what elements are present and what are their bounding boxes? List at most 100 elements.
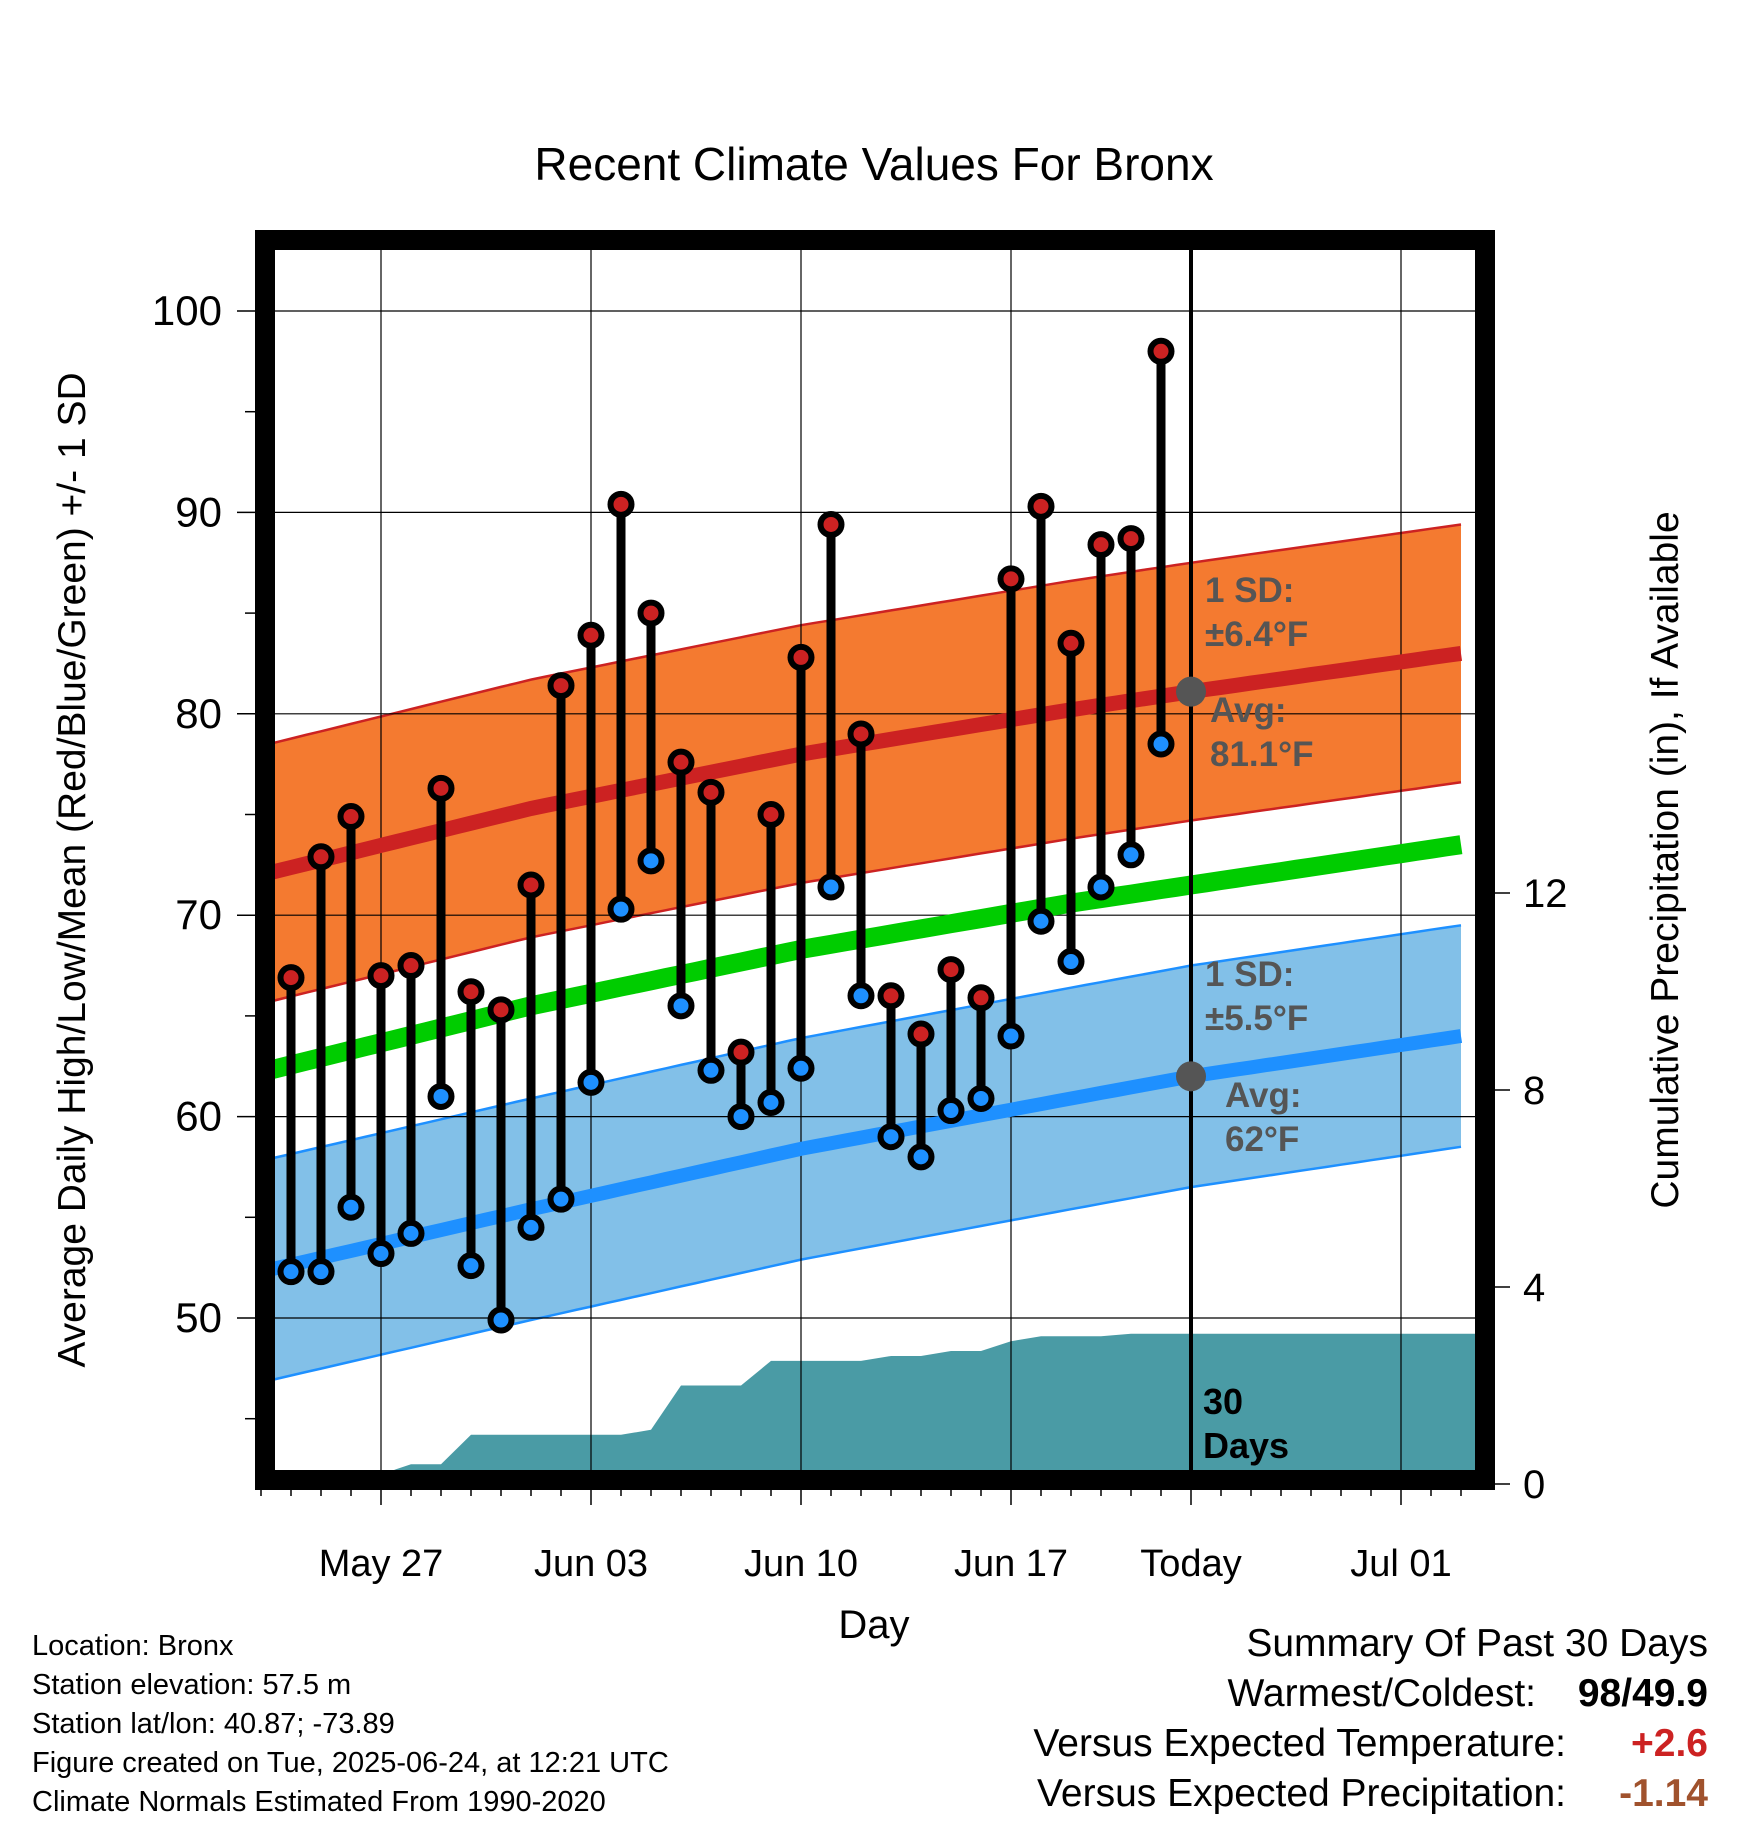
- daily-low-point: [307, 1258, 335, 1286]
- annotations: 1 SD: ±6.4°F Avg: 81.1°F 1 SD: ±5.5°F Avg: 62°F…: [1176, 571, 1314, 1466]
- y-tick-label: 70: [175, 891, 222, 938]
- daily-high-point: [1087, 531, 1115, 559]
- daily-low-point: [697, 1056, 725, 1084]
- info-location: Location: Bronx: [32, 1630, 234, 1662]
- daily-high-point: [967, 984, 995, 1012]
- daily-observations: [277, 337, 1175, 1334]
- plot-frame: [255, 230, 1495, 1490]
- y2-tick-label: 12: [1523, 872, 1568, 916]
- daily-low-point: [337, 1193, 365, 1221]
- daily-high-point: [397, 952, 425, 980]
- daily-low-point: [1117, 841, 1145, 869]
- today-high-avg-marker: [1176, 676, 1206, 707]
- daily-low-point: [907, 1143, 935, 1171]
- daily-low-point: [637, 847, 665, 875]
- daily-high-point: [757, 801, 785, 828]
- precipitation-area: [246, 1333, 1476, 1475]
- low-avg-label: Avg:: [1225, 1076, 1301, 1115]
- low-sd-label: 1 SD:: [1205, 955, 1294, 994]
- daily-high-point: [697, 778, 725, 806]
- x-tick-label: Jun 03: [534, 1543, 648, 1585]
- info-normals: Climate Normals Estimated From 1990-2020: [32, 1786, 606, 1818]
- daily-high-point: [667, 748, 695, 776]
- high-avg-value: 81.1°F: [1210, 735, 1314, 774]
- daily-high-point: [1027, 492, 1055, 520]
- y-tick-label: 60: [175, 1093, 222, 1140]
- daily-high-point: [907, 1020, 935, 1048]
- daily-low-point: [367, 1240, 395, 1268]
- daily-low-point: [1087, 873, 1115, 901]
- daily-high-point: [367, 962, 395, 990]
- daily-low-point: [1057, 948, 1085, 976]
- y-tick-label: 80: [175, 690, 222, 737]
- low-avg-value: 62°F: [1225, 1120, 1299, 1159]
- coldest-value: 49.9: [1632, 1672, 1708, 1715]
- daily-high-point: [607, 490, 635, 518]
- daily-low-point: [487, 1306, 515, 1334]
- y2-tick-label: 4: [1523, 1266, 1545, 1310]
- daily-low-point: [817, 873, 845, 901]
- y2-tick-label: 8: [1523, 1069, 1545, 1113]
- plot-border: [255, 230, 1495, 1490]
- summary-temp-label: Versus Expected Temperature:: [1033, 1722, 1566, 1765]
- summary-warmest-label: Warmest/Coldest:: [1227, 1672, 1536, 1715]
- summary-precip-label: Versus Expected Precipitation:: [1037, 1772, 1566, 1815]
- y2-tick-label: 0: [1523, 1463, 1545, 1507]
- normal-low-line: [259, 1029, 1463, 1279]
- daily-high-point: [847, 720, 875, 748]
- daily-high-point: [877, 982, 905, 1010]
- x-tick-label: Jun 10: [744, 1543, 858, 1585]
- daily-low-point: [997, 1022, 1025, 1050]
- daily-low-point: [397, 1219, 425, 1247]
- daily-low-point: [577, 1068, 605, 1096]
- summary-warmest-coldest-value: 98/49.9: [1577, 1672, 1708, 1715]
- daily-high-point: [937, 956, 965, 984]
- warmest-value: 98: [1577, 1672, 1622, 1715]
- daily-low-point: [757, 1089, 785, 1117]
- daily-low-point: [967, 1084, 995, 1112]
- y-axis-label: Average Daily High/Low/Mean (Red/Blue/Gr…: [51, 372, 94, 1367]
- x-tick-label: Today: [1140, 1543, 1241, 1585]
- daily-low-point: [457, 1252, 485, 1280]
- info-latlon: Station lat/lon: 40.87; -73.89: [32, 1708, 395, 1740]
- x-tick-label: Jul 01: [1350, 1543, 1451, 1585]
- x-tick-label: Jun 17: [954, 1543, 1068, 1585]
- high-sd-label: 1 SD:: [1205, 571, 1294, 610]
- daily-low-point: [1027, 907, 1055, 935]
- y-tick-label: 50: [175, 1294, 222, 1341]
- daily-high-point: [727, 1038, 755, 1066]
- high-avg-label: Avg:: [1210, 691, 1286, 730]
- daily-high-point: [997, 565, 1025, 593]
- summary-precip-value: -1.14: [1619, 1772, 1708, 1815]
- daily-low-point: [277, 1258, 305, 1286]
- low-sd-band-fill: [261, 925, 1461, 1383]
- daily-high-point: [427, 774, 455, 802]
- daily-high-point: [547, 672, 575, 700]
- high-sd-value: ±6.4°F: [1205, 615, 1308, 654]
- low-sd-value: ±5.5°F: [1205, 999, 1308, 1038]
- y-tick-label: 100: [152, 287, 222, 334]
- high-sd-band-upper-edge: [260, 523, 1462, 748]
- daily-high-point: [517, 871, 545, 899]
- daily-high-point: [787, 643, 815, 671]
- days-word-label: Days: [1203, 1425, 1289, 1466]
- precip-cumulative-area: [246, 1333, 1476, 1475]
- y2-axis-label: Cumulative Precipitation (in), If Availa…: [1644, 511, 1687, 1208]
- daily-low-point: [1147, 730, 1175, 758]
- daily-high-point: [817, 510, 845, 538]
- daily-high-point: [487, 996, 515, 1024]
- daily-low-point: [847, 982, 875, 1010]
- daily-low-point: [727, 1103, 755, 1131]
- daily-high-point: [1117, 525, 1145, 553]
- low-sd-band-lower-edge: [260, 1145, 1462, 1384]
- daily-low-point: [787, 1054, 815, 1082]
- daily-high-point: [307, 843, 335, 871]
- daily-high-point: [1057, 629, 1085, 657]
- info-created: Figure created on Tue, 2025-06-24, at 12…: [32, 1747, 669, 1779]
- y-tick-label: 90: [175, 488, 222, 535]
- daily-high-point: [277, 964, 305, 992]
- daily-low-point: [547, 1185, 575, 1213]
- daily-low-point: [427, 1082, 455, 1110]
